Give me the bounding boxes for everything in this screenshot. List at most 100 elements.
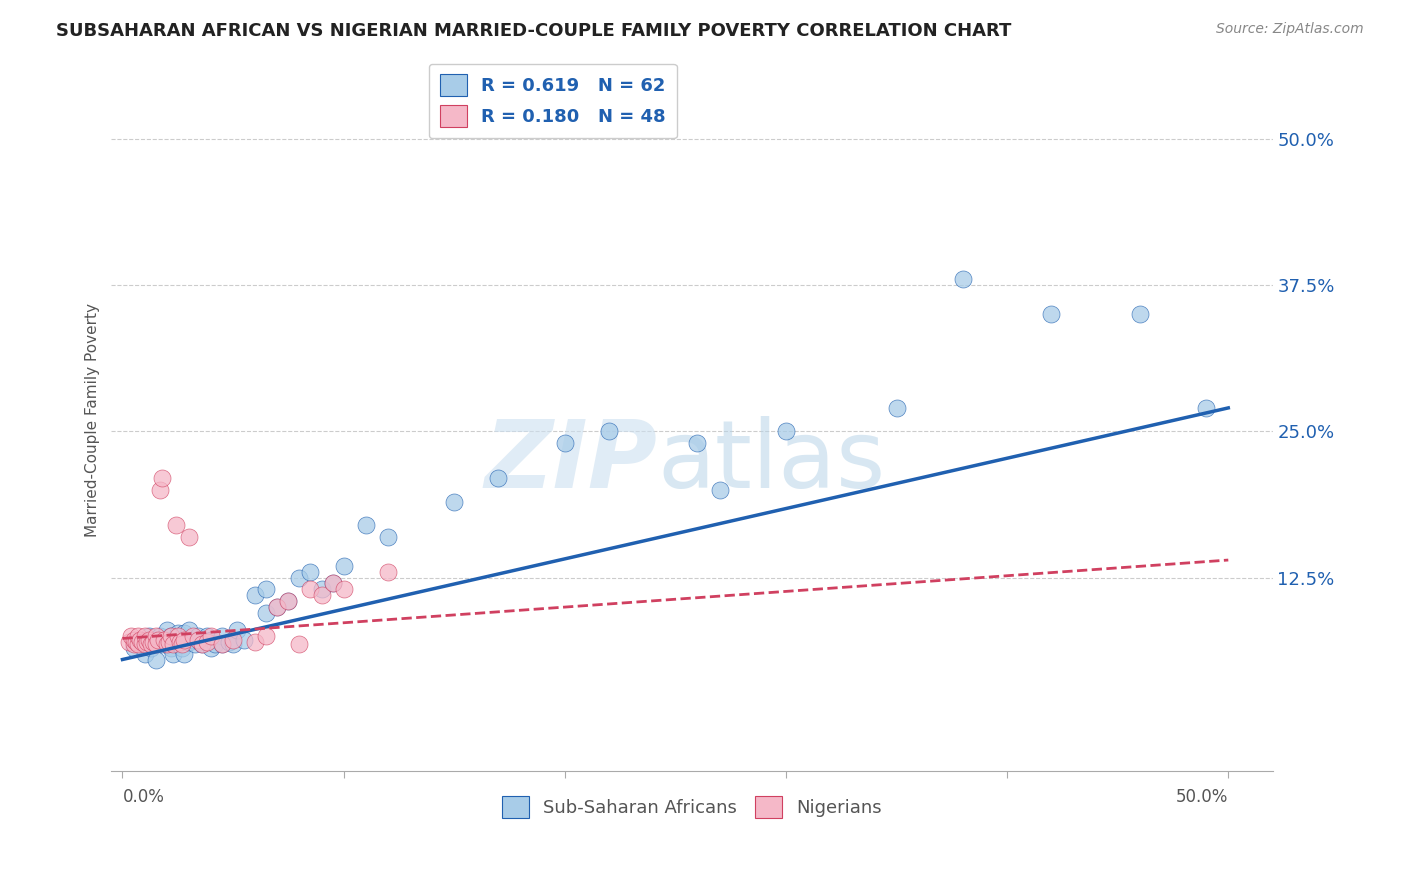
- Point: [131, 635, 153, 649]
- Point: [200, 629, 222, 643]
- Legend: Sub-Saharan Africans, Nigerians: Sub-Saharan Africans, Nigerians: [495, 789, 890, 825]
- Point: [169, 635, 191, 649]
- Point: [173, 632, 195, 647]
- Point: [149, 483, 172, 497]
- Point: [166, 637, 188, 651]
- Point: [122, 640, 145, 655]
- Point: [145, 635, 167, 649]
- Point: [129, 632, 152, 647]
- Point: [162, 637, 184, 651]
- Point: [145, 652, 167, 666]
- Point: [288, 637, 311, 651]
- Point: [120, 629, 142, 643]
- Point: [211, 637, 233, 651]
- Point: [187, 629, 209, 643]
- Point: [218, 635, 240, 649]
- Point: [166, 625, 188, 640]
- Point: [775, 425, 797, 439]
- Point: [160, 640, 183, 655]
- Point: [125, 635, 148, 649]
- Point: [598, 425, 620, 439]
- Point: [134, 647, 156, 661]
- Point: [173, 647, 195, 661]
- Point: [122, 637, 145, 651]
- Text: 0.0%: 0.0%: [122, 789, 165, 806]
- Point: [1040, 307, 1063, 321]
- Point: [145, 637, 167, 651]
- Point: [195, 629, 218, 643]
- Y-axis label: Married-Couple Family Poverty: Married-Couple Family Poverty: [86, 302, 100, 537]
- Point: [156, 637, 179, 651]
- Point: [141, 640, 163, 655]
- Point: [162, 647, 184, 661]
- Point: [686, 436, 709, 450]
- Point: [200, 640, 222, 655]
- Point: [181, 629, 204, 643]
- Point: [169, 632, 191, 647]
- Point: [211, 629, 233, 643]
- Point: [177, 624, 200, 638]
- Point: [222, 632, 245, 647]
- Point: [277, 594, 299, 608]
- Point: [156, 624, 179, 638]
- Point: [443, 494, 465, 508]
- Point: [952, 272, 974, 286]
- Point: [184, 637, 207, 651]
- Point: [145, 629, 167, 643]
- Point: [135, 635, 157, 649]
- Text: Source: ZipAtlas.com: Source: ZipAtlas.com: [1216, 22, 1364, 37]
- Text: ZIP: ZIP: [484, 416, 657, 508]
- Point: [150, 637, 173, 651]
- Point: [311, 582, 333, 597]
- Point: [118, 635, 141, 649]
- Point: [266, 599, 288, 614]
- Point: [177, 530, 200, 544]
- Point: [886, 401, 908, 415]
- Point: [266, 599, 288, 614]
- Point: [377, 565, 399, 579]
- Point: [134, 629, 156, 643]
- Point: [153, 632, 176, 647]
- Point: [322, 576, 344, 591]
- Point: [129, 635, 152, 649]
- Point: [177, 635, 200, 649]
- Point: [254, 582, 277, 597]
- Point: [146, 632, 169, 647]
- Point: [254, 606, 277, 620]
- Point: [322, 576, 344, 591]
- Text: SUBSAHARAN AFRICAN VS NIGERIAN MARRIED-COUPLE FAMILY POVERTY CORRELATION CHART: SUBSAHARAN AFRICAN VS NIGERIAN MARRIED-C…: [56, 22, 1011, 40]
- Point: [181, 632, 204, 647]
- Point: [1195, 401, 1218, 415]
- Point: [165, 517, 187, 532]
- Point: [150, 471, 173, 485]
- Point: [153, 632, 176, 647]
- Point: [138, 629, 160, 643]
- Point: [142, 635, 165, 649]
- Point: [122, 632, 145, 647]
- Point: [243, 588, 266, 602]
- Point: [172, 637, 194, 651]
- Point: [377, 530, 399, 544]
- Point: [138, 632, 160, 647]
- Point: [160, 629, 183, 643]
- Point: [226, 624, 249, 638]
- Point: [254, 629, 277, 643]
- Point: [233, 632, 256, 647]
- Point: [200, 632, 222, 647]
- Point: [149, 629, 172, 643]
- Text: atlas: atlas: [657, 416, 886, 508]
- Point: [188, 635, 211, 649]
- Point: [141, 637, 163, 651]
- Point: [211, 637, 233, 651]
- Point: [243, 635, 266, 649]
- Point: [1129, 307, 1152, 321]
- Point: [488, 471, 510, 485]
- Point: [288, 571, 311, 585]
- Point: [191, 637, 214, 651]
- Point: [554, 436, 576, 450]
- Point: [173, 625, 195, 640]
- Point: [222, 637, 245, 651]
- Point: [195, 635, 218, 649]
- Point: [156, 637, 179, 651]
- Point: [277, 594, 299, 608]
